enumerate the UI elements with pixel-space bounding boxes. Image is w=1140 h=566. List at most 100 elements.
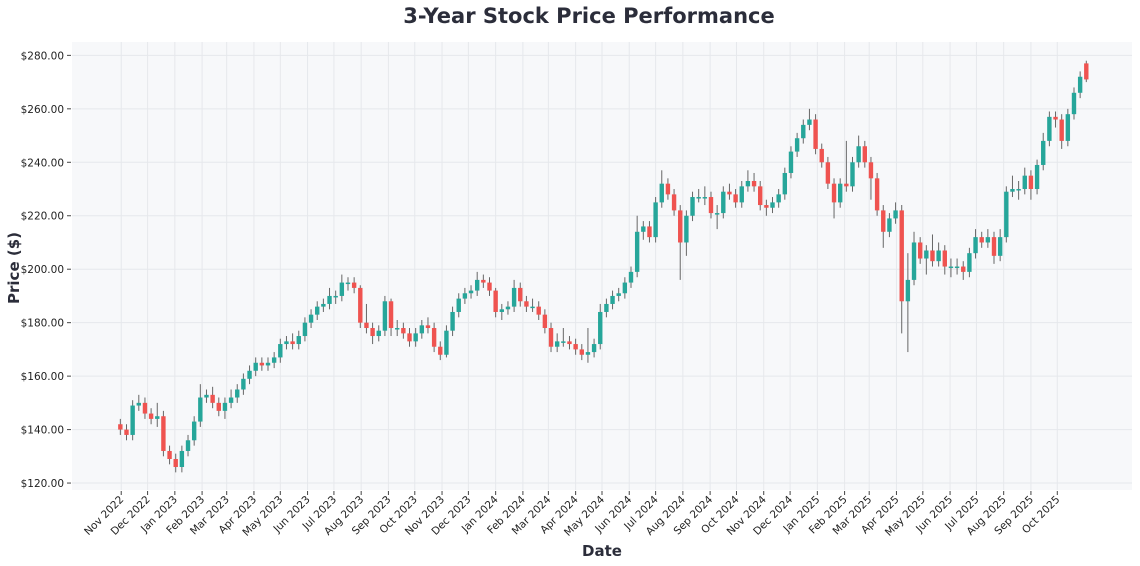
candle: [917, 237, 923, 264]
candle: [259, 357, 265, 371]
candle: [253, 357, 258, 377]
candle-body: [210, 394, 215, 403]
candle-body: [487, 282, 492, 291]
candle: [228, 389, 234, 409]
candle: [148, 408, 154, 425]
candle-body: [315, 306, 320, 315]
candle-body: [967, 253, 972, 272]
candle-body: [973, 237, 978, 254]
candle-body: [358, 287, 363, 323]
candle: [819, 143, 824, 168]
candle: [413, 328, 418, 347]
candle-body: [665, 183, 671, 195]
candle-body: [727, 191, 732, 195]
candle-body: [801, 124, 806, 139]
candle-body: [179, 450, 185, 468]
candle-body: [130, 405, 135, 435]
candle-body: [917, 242, 923, 259]
candle: [327, 287, 332, 310]
candle: [924, 245, 929, 275]
candle-body: [610, 295, 615, 304]
candle: [265, 357, 271, 371]
candle: [690, 191, 695, 222]
candle: [936, 242, 941, 267]
candle: [616, 287, 621, 302]
candle-body: [425, 325, 431, 329]
candle-body: [1071, 92, 1077, 115]
candle: [837, 178, 843, 208]
candle: [887, 213, 892, 238]
candle: [727, 183, 732, 200]
candle: [167, 445, 172, 465]
candle-body: [271, 357, 277, 363]
candle-body: [284, 341, 289, 345]
candle-body: [641, 226, 646, 232]
candle-body: [807, 119, 812, 125]
candle-body: [881, 210, 886, 232]
candle-body: [924, 250, 929, 259]
candle: [462, 287, 468, 304]
candle-body: [856, 146, 861, 163]
candle: [1077, 71, 1083, 99]
candle: [222, 397, 228, 419]
candle: [813, 114, 818, 155]
candle-body: [893, 210, 898, 219]
candle: [856, 135, 861, 168]
candle-body: [739, 186, 744, 203]
candle-body: [721, 191, 726, 214]
candle: [997, 229, 1003, 262]
candle-body: [1022, 175, 1027, 190]
y-tick-label: $280.00: [21, 50, 64, 62]
candle-body: [308, 314, 314, 323]
candle-body: [296, 336, 301, 345]
candle: [173, 453, 178, 473]
candle-body: [794, 138, 800, 152]
candle-body: [1010, 189, 1015, 192]
candle: [659, 170, 664, 208]
candle: [567, 336, 572, 350]
candle-body: [450, 311, 455, 331]
candle-body: [659, 183, 664, 203]
candle: [776, 189, 781, 208]
candle-body: [468, 290, 474, 294]
candle-body: [302, 322, 308, 337]
candle: [1047, 111, 1052, 147]
candle-body: [751, 180, 757, 187]
candle-body: [136, 402, 141, 406]
candle: [241, 373, 246, 395]
candle: [431, 322, 437, 353]
candle: [585, 328, 591, 363]
candle: [678, 205, 683, 280]
candle: [130, 400, 135, 441]
candle-body: [634, 231, 640, 272]
candle: [370, 322, 375, 345]
candle: [794, 132, 800, 157]
candle: [1028, 170, 1034, 200]
chart-title: 3-Year Stock Price Performance: [403, 4, 774, 28]
candle: [271, 352, 277, 369]
candle: [1084, 60, 1089, 83]
candle: [745, 170, 751, 192]
candle-body: [1084, 63, 1089, 80]
candle-body: [401, 328, 406, 334]
candle-body: [985, 237, 991, 243]
candle: [801, 119, 806, 144]
candle: [185, 434, 191, 457]
candle-body: [936, 250, 941, 262]
candle-body: [327, 295, 332, 304]
candle-body: [714, 213, 720, 215]
candle: [278, 338, 283, 363]
candle-body: [444, 330, 449, 355]
candle-body: [905, 279, 911, 302]
candle-body: [831, 183, 837, 203]
candle: [444, 325, 449, 358]
candle: [850, 156, 855, 192]
candle-body: [493, 290, 498, 312]
candle: [702, 186, 708, 206]
candle-body: [481, 279, 486, 283]
candle-body: [1016, 189, 1021, 191]
candle-body: [247, 370, 252, 379]
candle-body: [278, 344, 283, 358]
candle-body: [118, 424, 123, 430]
